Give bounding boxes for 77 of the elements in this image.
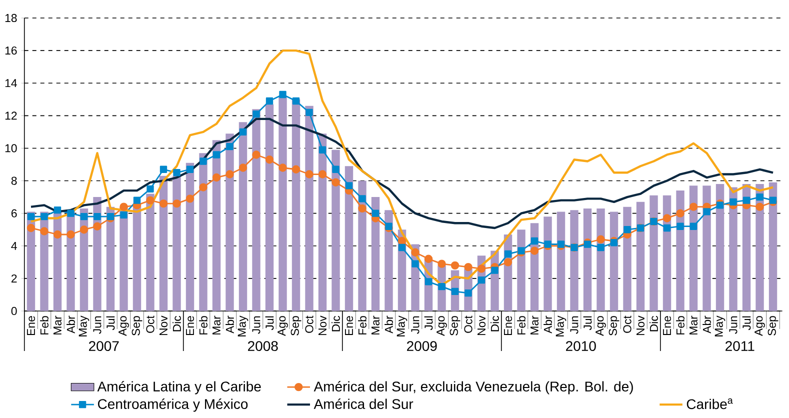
x-tick-label: Mar [530,316,539,334]
x-tick-label: Jun [570,316,578,334]
x-tick-label: Nov [636,316,645,336]
x-tick-label: Feb [676,316,684,334]
x-tick-label: Feb [199,316,208,334]
x-tick-label: Ago [596,316,606,336]
x-tick-label: Sep [290,316,302,336]
x-tick-label: Oct [146,316,154,333]
x-tick-label: Jul [742,316,751,330]
x-tick-label: Abr [226,316,234,334]
x-tick-label: Jul [583,316,592,330]
x-tick-label: Nov [318,316,326,336]
x-tick-label: Jun [93,316,102,334]
x-tick-label: Oct [305,316,314,333]
x-tick-label: Ago [436,316,447,336]
x-tick-label: Ago [754,316,765,336]
y-tick-label: 2 [11,274,17,282]
x-tick-label: Sep [768,316,778,336]
x-tick-label: Feb [358,316,366,334]
y-tick-label: 4 [11,242,17,250]
x-tick-label: Abr [702,316,711,334]
x-tick-label: Jul [106,316,115,330]
y-tick-label: 8 [11,176,17,185]
legend-label: Centroamérica y México [98,398,248,412]
x-tick-label: Mar [372,316,380,334]
x-tick-label: Feb [40,316,48,334]
y-tick-label: 18 [5,14,17,22]
x-tick-label: May [78,316,90,336]
x-tick-label: Ago [118,316,129,336]
legend-label: América del Sur [314,398,414,410]
x-tick-label: May [396,316,408,336]
x-tick-label: Jun [411,316,420,334]
y-tick-label: 10 [5,144,17,152]
x-tick-label: Ene [27,316,35,336]
legend-label: América Latina y el Caribe [97,381,261,394]
y-tick-label: 6 [11,209,17,218]
x-tick-label: Jun [729,316,738,334]
x-tick-label: Abr [544,316,552,334]
x-tick-label: Ene [663,316,672,336]
x-tick-label: Sep [132,316,142,336]
y-tick-label: 12 [5,112,17,120]
x-tick-label: Mar [54,316,62,334]
y-tick-label: 16 [5,46,17,55]
text: 2010 [566,341,596,352]
legend-label: Caribe$^{a}$ [686,398,733,410]
x-tick-label: Nov [478,316,486,336]
x-tick-label: Nov [160,316,168,336]
x-tick-label: Jul [424,316,433,330]
x-tick-label: Abr [384,316,393,334]
x-tick-label: Ene [345,316,353,336]
x-tick-label: Jul [265,316,274,330]
x-tick-label: Dic [332,316,340,332]
x-tick-label: Mar [690,316,698,334]
x-tick-label: May [238,316,248,336]
x-tick-label: Dic [172,316,181,332]
x-tick-label: Jun [252,316,260,334]
x-tick-label: Dic [490,316,499,332]
text: 2011 [726,341,754,352]
x-tick-label: May [714,316,726,336]
y-tick-label: 14 [5,79,17,88]
y-tick-label: 0 [11,306,17,316]
text: 2008 [248,341,278,352]
x-tick-label: Abr [66,316,75,334]
legend-label: América del Sur, excluida Venezuela (Rep. Bol. de) [314,381,633,394]
x-tick-label: Oct [464,316,472,333]
x-tick-label: Sep [608,316,620,336]
x-tick-label: Ene [504,316,512,336]
text: 2009 [407,341,437,352]
x-tick-label: Mar [212,316,220,334]
text: 2007 [89,341,119,352]
x-tick-label: Sep [450,316,460,336]
x-tick-label: May [556,316,566,336]
x-tick-label: Feb [517,316,526,334]
x-tick-label: Ene [186,316,194,336]
x-tick-label: Oct [623,316,632,333]
x-tick-label: Ago [278,316,288,336]
x-tick-label: Dic [650,316,658,332]
